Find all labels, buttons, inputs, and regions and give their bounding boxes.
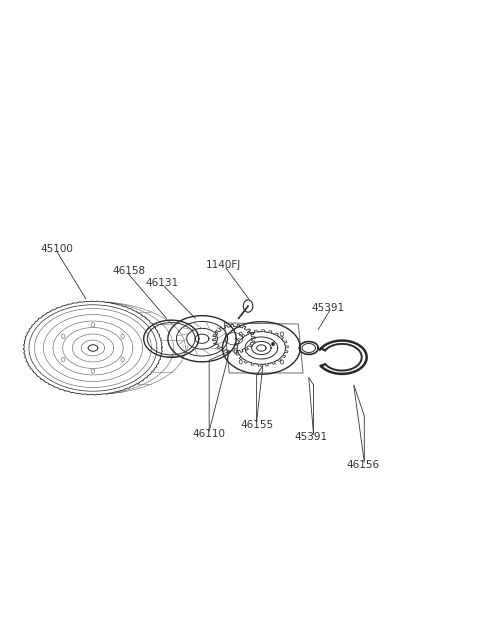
Text: 46131: 46131 <box>145 278 178 288</box>
Text: 46155: 46155 <box>240 420 273 430</box>
Text: 46110: 46110 <box>192 429 226 439</box>
Text: 46156: 46156 <box>347 460 380 470</box>
Text: 45391: 45391 <box>311 303 344 313</box>
Text: 1140FJ: 1140FJ <box>206 260 241 270</box>
Text: 46158: 46158 <box>112 266 145 276</box>
Circle shape <box>272 342 275 346</box>
Text: 45391: 45391 <box>295 432 328 442</box>
Text: 45100: 45100 <box>41 244 74 254</box>
